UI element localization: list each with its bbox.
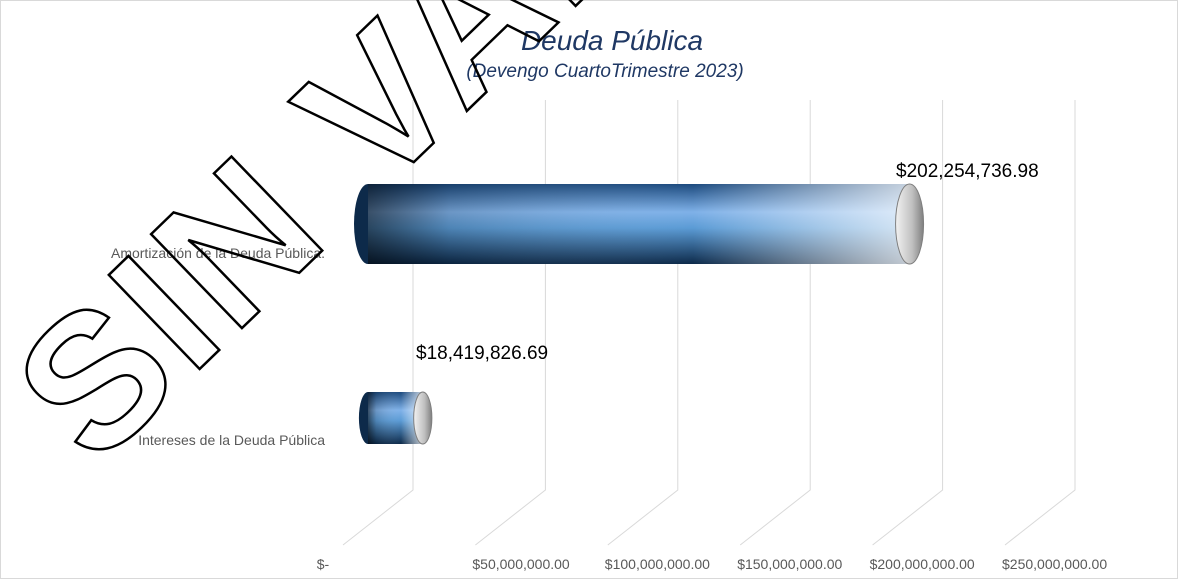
data-labels: $202,254,736.98 $18,419,826.69: [416, 161, 1039, 364]
bar-1: [358, 391, 433, 445]
x-tick-label-5: $250,000,000.00: [1002, 556, 1107, 572]
gridline-5: [1004, 100, 1076, 546]
gridline-4: [872, 100, 944, 546]
gridline-3: [739, 100, 811, 546]
x-tick-label-0: $-: [317, 556, 330, 572]
x-tick-label-3: $150,000,000.00: [737, 556, 842, 572]
gridline-1: [475, 100, 546, 546]
x-tick-label-4: $200,000,000.00: [870, 556, 975, 572]
x-tick-label-2: $100,000,000.00: [605, 556, 710, 572]
chart-subtitle: (Devengo CuartoTrimestre 2023): [466, 61, 743, 82]
bar-0: [354, 183, 925, 265]
x-tick-label-1: $50,000,000.00: [472, 556, 570, 572]
bar-0-shading: [368, 184, 910, 264]
bar-0-end-cap: [895, 183, 925, 265]
gridline-2: [607, 100, 679, 546]
bar-1-end-cap: [413, 391, 433, 445]
category-labels: Amortización de la Deuda Pública. Interes…: [111, 245, 325, 448]
category-label-1: Intereses de la Deuda Pública: [138, 432, 325, 448]
category-label-0: Amortización de la Deuda Pública.: [111, 245, 325, 261]
data-label-0: $202,254,736.98: [896, 161, 1039, 182]
chart-title: Deuda Pública: [521, 25, 703, 56]
bars: [354, 183, 925, 445]
x-axis-tick-labels: $- $50,000,000.00 $100,000,000.00 $150,000,…: [317, 556, 1108, 572]
data-label-1: $18,419,826.69: [416, 343, 548, 364]
